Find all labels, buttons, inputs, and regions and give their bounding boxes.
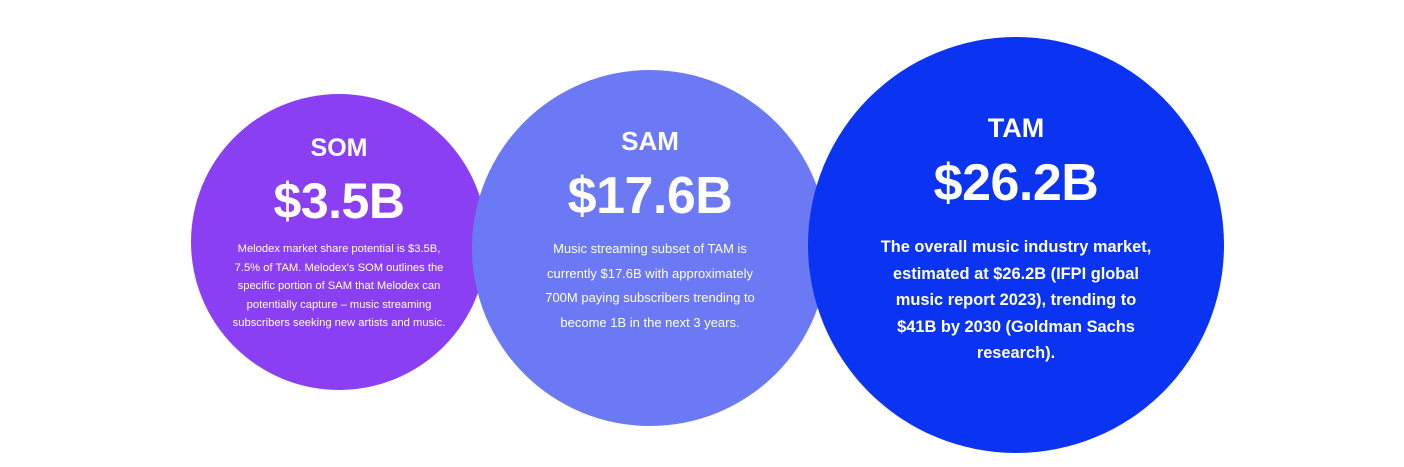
sam-description: Music streaming subset of TAM is current… (545, 241, 755, 330)
som-value: $3.5B (273, 173, 405, 229)
som-label: SOM (310, 134, 368, 162)
tam-circle: TAM $26.2B The overall music industry ma… (808, 37, 1224, 453)
tam-value: $26.2B (933, 154, 1099, 212)
sam-circle: SAM $17.6B Music streaming subset of TAM… (472, 70, 828, 426)
tam-description: The overall music industry market, estim… (880, 238, 1152, 362)
tam-label: TAM (987, 113, 1045, 143)
sam-label: SAM (621, 126, 679, 156)
som-circle: SOM $3.5B Melodex market share potential… (191, 94, 487, 390)
sam-value: $17.6B (567, 167, 733, 225)
som-description: Melodex market share potential is $3.5B,… (232, 243, 446, 329)
